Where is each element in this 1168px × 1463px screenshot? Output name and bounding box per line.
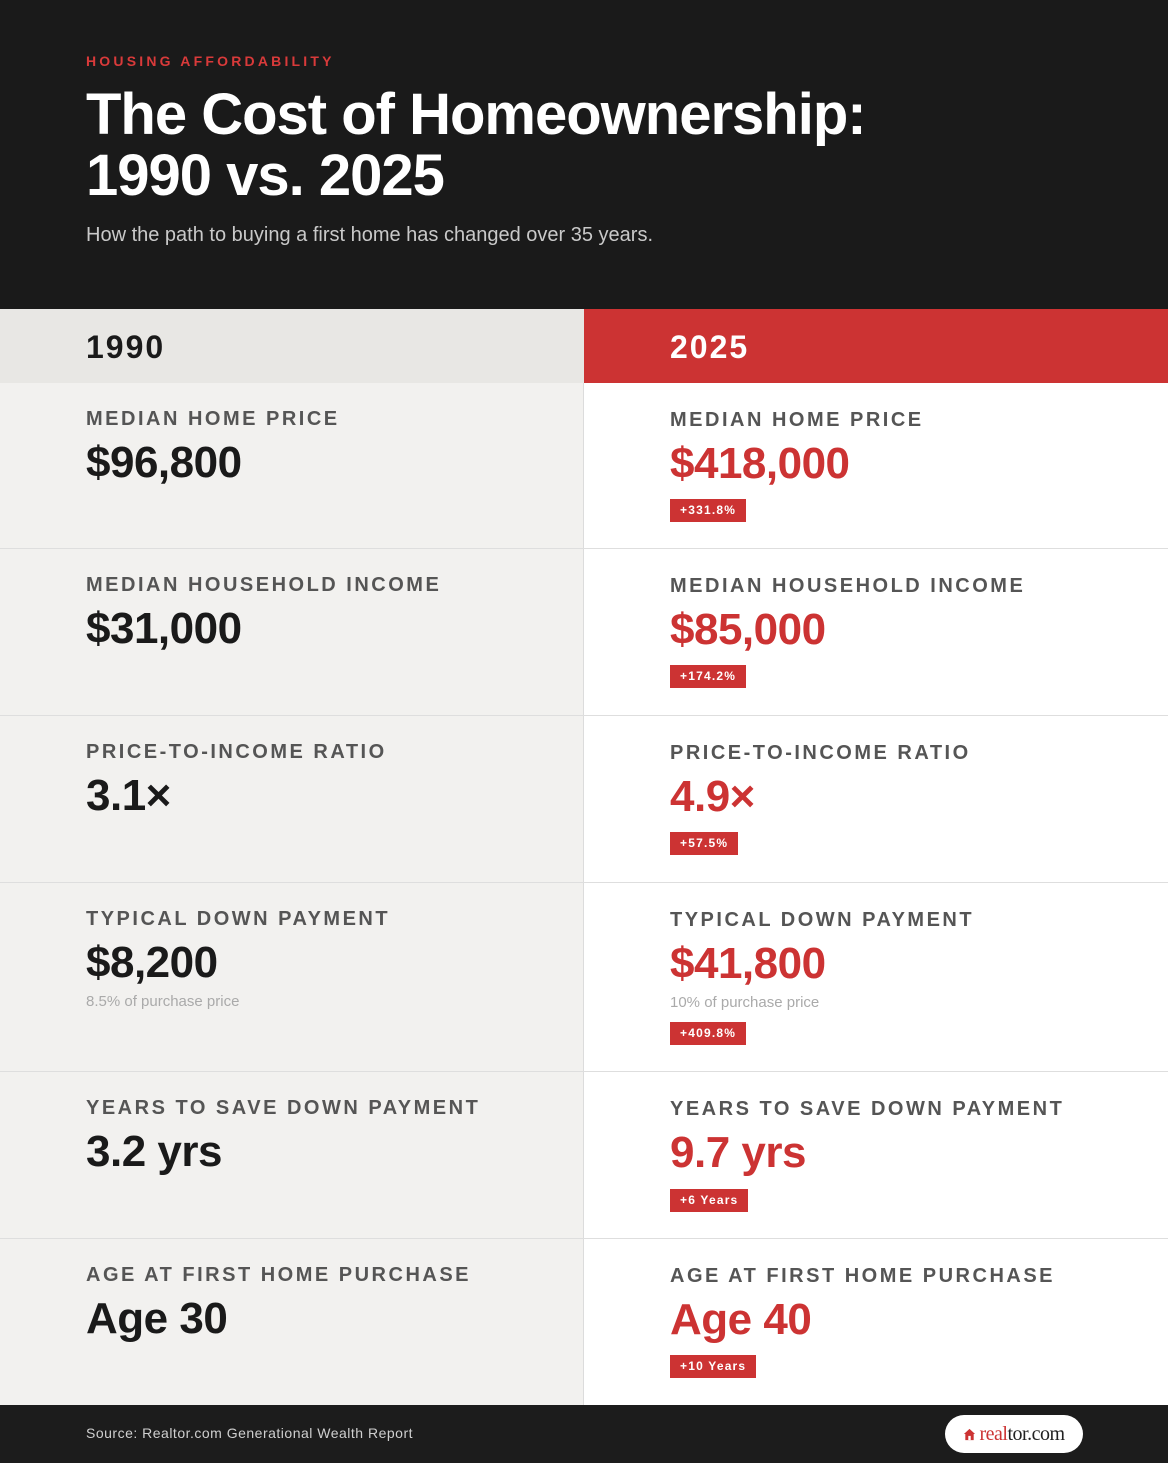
metric-label: YEARS TO SAVE DOWN PAYMENT xyxy=(86,1097,481,1119)
logo-text-tor: tor.com xyxy=(1007,1422,1065,1445)
metric-label: MEDIAN HOME PRICE xyxy=(670,409,924,431)
header: HOUSING AFFORDABILITY The Cost of Homeow… xyxy=(0,0,1168,309)
cell-2025-years-to-save: YEARS TO SAVE DOWN PAYMENT 9.7 yrs +6 Ye… xyxy=(584,1072,1168,1239)
metric-value: $8,200 xyxy=(86,938,218,987)
metric-value: $96,800 xyxy=(86,438,242,487)
cell-2025-household-income: MEDIAN HOUSEHOLD INCOME $85,000 +174.2% xyxy=(584,549,1168,716)
metric-value: 3.2 yrs xyxy=(86,1127,222,1176)
cell-2025-down-payment: TYPICAL DOWN PAYMENT $41,800 10% of purc… xyxy=(584,883,1168,1072)
metric-value: $31,000 xyxy=(86,604,242,653)
column-header-2025: 2025 xyxy=(584,309,1168,383)
cell-1990-years-to-save: YEARS TO SAVE DOWN PAYMENT 3.2 yrs xyxy=(0,1072,584,1239)
logo-text-real: real xyxy=(979,1422,1008,1445)
metric-value: Age 30 xyxy=(86,1294,228,1343)
title-line-2: 1990 vs. 2025 xyxy=(86,143,445,208)
source-citation: Source: Realtor.com Generational Wealth … xyxy=(86,1425,414,1441)
metric-value: 4.9× xyxy=(670,772,755,821)
metric-label: TYPICAL DOWN PAYMENT xyxy=(670,909,975,931)
comparison-grid: MEDIAN HOME PRICE $96,800 MEDIAN HOUSEHO… xyxy=(0,383,1168,1405)
metric-label: YEARS TO SAVE DOWN PAYMENT xyxy=(670,1098,1065,1120)
metric-label: PRICE-TO-INCOME RATIO xyxy=(86,741,387,763)
realtor-logo[interactable]: realtor.com xyxy=(945,1415,1083,1453)
column-1990: MEDIAN HOME PRICE $96,800 MEDIAN HOUSEHO… xyxy=(0,383,584,1405)
cell-2025-home-price: MEDIAN HOME PRICE $418,000 +331.8% xyxy=(584,383,1168,549)
metric-label: AGE AT FIRST HOME PURCHASE xyxy=(670,1265,1056,1287)
metric-note: 10% of purchase price xyxy=(670,994,820,1011)
metric-value: $418,000 xyxy=(670,439,850,488)
change-badge: +174.2% xyxy=(670,665,747,688)
eyebrow: HOUSING AFFORDABILITY xyxy=(86,53,335,69)
metric-label: MEDIAN HOME PRICE xyxy=(86,408,340,430)
column-header-2025-label: 2025 xyxy=(670,329,750,365)
footer: Source: Realtor.com Generational Wealth … xyxy=(0,1405,1168,1463)
metric-value: $41,800 xyxy=(670,939,826,988)
title-line-1: The Cost of Homeownership: xyxy=(86,82,867,147)
metric-note: 8.5% of purchase price xyxy=(86,993,240,1010)
page-title: The Cost of Homeownership: 1990 vs. 2025 xyxy=(86,82,867,208)
cell-1990-household-income: MEDIAN HOUSEHOLD INCOME $31,000 xyxy=(0,549,584,716)
house-icon xyxy=(964,1428,976,1440)
cell-1990-home-price: MEDIAN HOME PRICE $96,800 xyxy=(0,383,584,549)
cell-1990-price-to-income: PRICE-TO-INCOME RATIO 3.1× xyxy=(0,716,584,883)
cell-1990-first-home-age: AGE AT FIRST HOME PURCHASE Age 30 xyxy=(0,1239,584,1405)
metric-value: 3.1× xyxy=(86,771,171,820)
metric-value: 9.7 yrs xyxy=(670,1128,806,1177)
change-badge: +10 Years xyxy=(670,1355,757,1378)
column-2025: MEDIAN HOME PRICE $418,000 +331.8% MEDIA… xyxy=(584,383,1168,1405)
metric-value: Age 40 xyxy=(670,1295,812,1344)
change-badge: +6 Years xyxy=(670,1189,749,1212)
metric-label: MEDIAN HOUSEHOLD INCOME xyxy=(670,575,1026,597)
cell-2025-price-to-income: PRICE-TO-INCOME RATIO 4.9× +57.5% xyxy=(584,716,1168,883)
cell-2025-first-home-age: AGE AT FIRST HOME PURCHASE Age 40 +10 Ye… xyxy=(584,1239,1168,1405)
metric-label: TYPICAL DOWN PAYMENT xyxy=(86,908,391,930)
column-header-1990-label: 1990 xyxy=(86,329,166,365)
column-header-1990: 1990 xyxy=(0,309,584,383)
subtitle: How the path to buying a first home has … xyxy=(86,224,654,246)
change-badge: +57.5% xyxy=(670,832,739,855)
metric-label: PRICE-TO-INCOME RATIO xyxy=(670,742,971,764)
metric-label: MEDIAN HOUSEHOLD INCOME xyxy=(86,574,442,596)
metric-value: $85,000 xyxy=(670,605,826,654)
cell-1990-down-payment: TYPICAL DOWN PAYMENT $8,200 8.5% of purc… xyxy=(0,883,584,1072)
change-badge: +331.8% xyxy=(670,499,747,522)
logo-text: realtor.com xyxy=(979,1422,1065,1446)
metric-label: AGE AT FIRST HOME PURCHASE xyxy=(86,1264,472,1286)
change-badge: +409.8% xyxy=(670,1022,747,1045)
